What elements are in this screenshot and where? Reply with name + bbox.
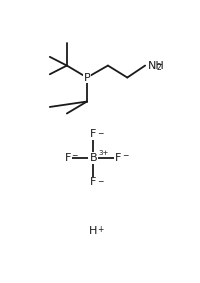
Text: H: H bbox=[89, 226, 97, 236]
Text: 2: 2 bbox=[157, 63, 161, 72]
Text: F: F bbox=[65, 153, 71, 163]
Text: +: + bbox=[97, 225, 104, 234]
Text: −: − bbox=[97, 177, 104, 186]
Text: 3+: 3+ bbox=[98, 150, 109, 156]
Text: F: F bbox=[90, 129, 96, 139]
Text: F: F bbox=[115, 153, 121, 163]
Text: NH: NH bbox=[148, 61, 165, 70]
Text: B: B bbox=[89, 153, 97, 163]
Text: −: − bbox=[122, 151, 128, 160]
Text: F: F bbox=[90, 177, 96, 187]
Text: P: P bbox=[84, 72, 90, 83]
Text: −: − bbox=[97, 129, 104, 138]
Text: −: − bbox=[71, 151, 77, 160]
